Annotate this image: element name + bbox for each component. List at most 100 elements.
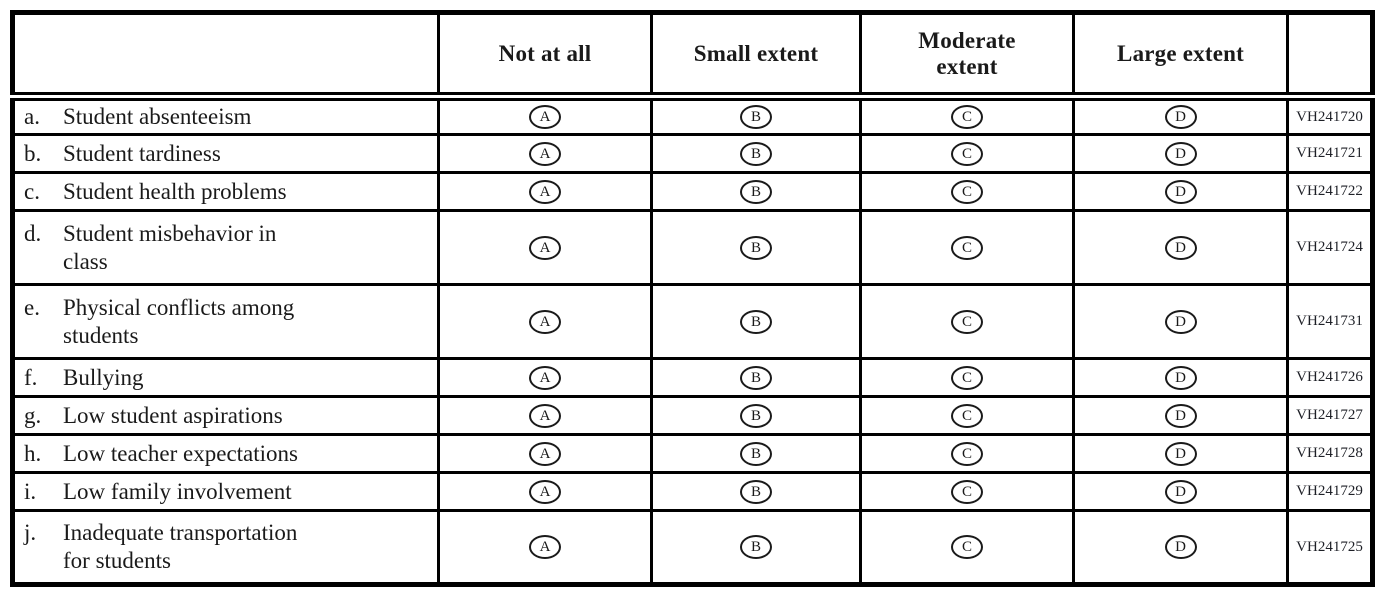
option-cell: C bbox=[859, 395, 1075, 437]
option-cell: C bbox=[859, 133, 1075, 175]
option-bubble-b[interactable]: B bbox=[740, 479, 772, 504]
option-bubble-d[interactable]: D bbox=[1164, 535, 1197, 560]
item-letter: j. bbox=[24, 520, 37, 545]
option-cell: B bbox=[650, 133, 862, 175]
option-bubble-a[interactable]: A bbox=[529, 403, 561, 428]
survey-table: Not at all Small extent Moderate extent … bbox=[10, 10, 1375, 588]
option-bubble-c[interactable]: C bbox=[951, 309, 983, 334]
option-bubble-b[interactable]: B bbox=[740, 179, 772, 204]
option-bubble-d[interactable]: D bbox=[1164, 441, 1197, 466]
option-cell: D bbox=[1072, 171, 1289, 213]
option-bubble-b[interactable]: B bbox=[740, 535, 772, 560]
item-cell: i. Low family involvement bbox=[11, 471, 440, 513]
item-cell: f. Bullying bbox=[11, 357, 440, 399]
option-cell: C bbox=[859, 209, 1075, 287]
option-bubble-b[interactable]: B bbox=[740, 235, 772, 260]
table-row: d. Student misbehavior in class A B C D VH2417… bbox=[11, 209, 1374, 287]
option-bubble-b[interactable]: B bbox=[740, 309, 772, 334]
item-label: Inadequate transportation for students bbox=[63, 520, 298, 574]
table-row: b. Student tardiness A B C D VH241721 bbox=[11, 133, 1374, 175]
table-row: g. Low student aspirations A B C D VH241727 bbox=[11, 395, 1374, 437]
option-cell: A bbox=[437, 395, 653, 437]
item-letter: f. bbox=[24, 364, 38, 390]
item-label: Low teacher expectations bbox=[63, 440, 298, 466]
item-letter: a. bbox=[24, 104, 40, 129]
item-label: Student tardiness bbox=[63, 140, 221, 166]
option-bubble-d[interactable]: D bbox=[1164, 403, 1197, 428]
table-row: e. Physical conflicts among students A B C D V… bbox=[11, 283, 1374, 361]
option-bubble-a[interactable]: A bbox=[529, 141, 561, 166]
option-bubble-a[interactable]: A bbox=[529, 105, 561, 130]
item-label: Student misbehavior in class bbox=[63, 220, 277, 274]
table-row: h. Low teacher expectations A B C D VH241728 bbox=[11, 433, 1374, 475]
option-bubble-c[interactable]: C bbox=[951, 403, 983, 428]
option-bubble-c[interactable]: C bbox=[951, 235, 983, 260]
option-cell: B bbox=[650, 395, 862, 437]
option-bubble-d[interactable]: D bbox=[1164, 179, 1197, 204]
option-cell: A bbox=[437, 133, 653, 175]
option-bubble-a[interactable]: A bbox=[529, 235, 561, 260]
option-bubble-b[interactable]: B bbox=[740, 365, 772, 390]
item-cell: d. Student misbehavior in class bbox=[11, 209, 440, 287]
option-cell: B bbox=[650, 171, 862, 213]
option-bubble-c[interactable]: C bbox=[951, 365, 983, 390]
option-bubble-c[interactable]: C bbox=[951, 479, 983, 504]
option-bubble-a[interactable]: A bbox=[529, 179, 561, 204]
option-bubble-d[interactable]: D bbox=[1164, 365, 1197, 390]
option-cell: A bbox=[437, 209, 653, 287]
item-code: VH241725 bbox=[1286, 509, 1374, 587]
option-bubble-b[interactable]: B bbox=[740, 141, 772, 166]
table-row: f. Bullying A B C D VH241726 bbox=[11, 357, 1374, 399]
option-bubble-c[interactable]: C bbox=[951, 441, 983, 466]
option-bubble-d[interactable]: D bbox=[1164, 105, 1197, 130]
item-label: Student health problems bbox=[63, 178, 287, 204]
header-code-blank bbox=[1286, 11, 1374, 101]
option-cell: D bbox=[1072, 357, 1289, 399]
header-item-blank bbox=[11, 11, 440, 101]
option-cell: B bbox=[650, 283, 862, 361]
option-bubble-b[interactable]: B bbox=[740, 105, 772, 130]
option-cell: D bbox=[1072, 471, 1289, 513]
option-cell: D bbox=[1072, 94, 1289, 137]
option-bubble-d[interactable]: D bbox=[1164, 235, 1197, 260]
option-bubble-a[interactable]: A bbox=[529, 365, 561, 390]
option-cell: D bbox=[1072, 433, 1289, 475]
option-bubble-a[interactable]: A bbox=[529, 479, 561, 504]
option-bubble-a[interactable]: A bbox=[529, 309, 561, 334]
table-row: j. Inadequate transportation for students… bbox=[11, 509, 1374, 587]
option-cell: A bbox=[437, 509, 653, 587]
option-bubble-a[interactable]: A bbox=[529, 535, 561, 560]
option-bubble-b[interactable]: B bbox=[740, 441, 772, 466]
item-cell: c. Student health problems bbox=[11, 171, 440, 213]
option-bubble-c[interactable]: C bbox=[951, 105, 983, 130]
item-cell: h. Low teacher expectations bbox=[11, 433, 440, 475]
header-small-extent: Small extent bbox=[650, 11, 862, 101]
item-label: Low family involvement bbox=[63, 478, 292, 504]
option-cell: B bbox=[650, 94, 862, 137]
item-letter: g. bbox=[24, 402, 42, 428]
item-letter: c. bbox=[24, 178, 40, 204]
option-bubble-d[interactable]: D bbox=[1164, 479, 1197, 504]
item-letter: h. bbox=[24, 440, 42, 466]
option-bubble-d[interactable]: D bbox=[1164, 141, 1197, 166]
option-cell: C bbox=[859, 357, 1075, 399]
option-cell: B bbox=[650, 471, 862, 513]
item-code: VH241731 bbox=[1286, 283, 1374, 361]
item-cell: e. Physical conflicts among students bbox=[11, 283, 440, 361]
item-code: VH241720 bbox=[1286, 94, 1374, 137]
option-bubble-c[interactable]: C bbox=[951, 179, 983, 204]
option-cell: A bbox=[437, 433, 653, 475]
item-label: Low student aspirations bbox=[63, 402, 283, 428]
option-cell: C bbox=[859, 509, 1075, 587]
header-large-extent: Large extent bbox=[1072, 11, 1289, 101]
option-bubble-a[interactable]: A bbox=[529, 441, 561, 466]
option-bubble-d[interactable]: D bbox=[1164, 309, 1197, 334]
item-code: VH241728 bbox=[1286, 433, 1374, 475]
item-cell: b. Student tardiness bbox=[11, 133, 440, 175]
option-bubble-c[interactable]: C bbox=[951, 535, 983, 560]
option-cell: D bbox=[1072, 283, 1289, 361]
option-cell: C bbox=[859, 171, 1075, 213]
option-bubble-c[interactable]: C bbox=[951, 141, 983, 166]
option-bubble-b[interactable]: B bbox=[740, 403, 772, 428]
option-cell: B bbox=[650, 509, 862, 587]
